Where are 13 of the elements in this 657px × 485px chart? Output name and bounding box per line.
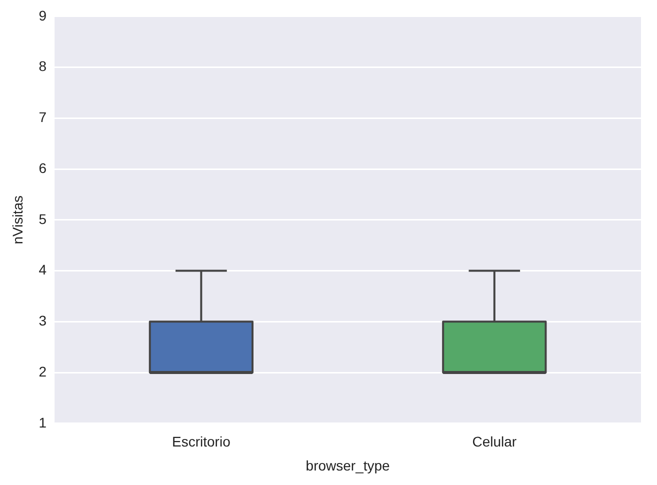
y-tick-label: 1 [38, 414, 47, 430]
y-tick-label: 8 [38, 58, 47, 74]
y-tick-label: 6 [38, 160, 47, 176]
y-tick-label: 4 [38, 262, 47, 278]
y-tick-label: 9 [38, 7, 47, 24]
x-tick-label: Escritorio [172, 434, 231, 450]
y-tick-label: 2 [38, 363, 47, 380]
y-tick-label: 3 [38, 312, 47, 329]
x-tick-label: Celular [472, 434, 517, 450]
y-tick-label: 7 [38, 109, 47, 126]
y-tick-label: 5 [38, 210, 47, 227]
y-axis-title: nVisitas [9, 196, 26, 244]
x-axis-title: browser_type [306, 457, 390, 474]
